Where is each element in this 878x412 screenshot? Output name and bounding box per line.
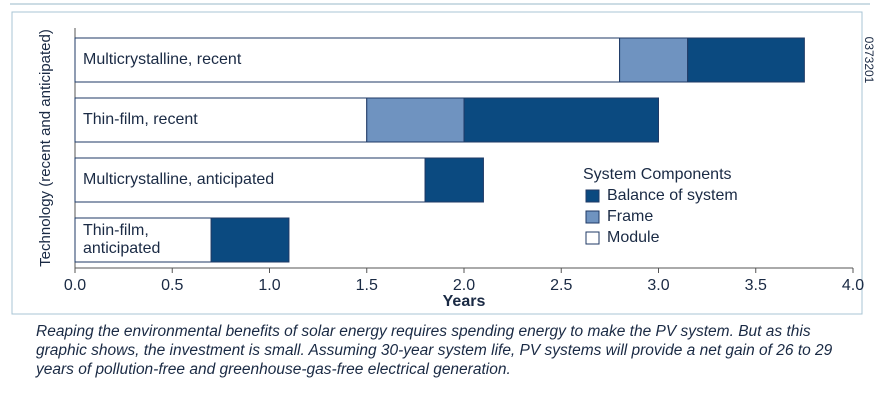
legend-swatch	[585, 210, 600, 224]
bar-segment	[74, 217, 212, 263]
frame	[11, 11, 863, 315]
category-label: Thin-film, recent	[83, 111, 198, 128]
legend-swatch	[585, 231, 600, 245]
bar-segment	[210, 217, 290, 263]
figure-id: 0373201	[862, 37, 876, 84]
x-axis-label: Years	[443, 293, 486, 310]
bar-segment	[687, 37, 805, 83]
bar-segment	[424, 157, 484, 203]
x-tick-label: 1.5	[356, 277, 378, 294]
x-tick-label: 1.0	[258, 277, 280, 294]
bar-segment	[74, 37, 621, 83]
bar-segment	[463, 97, 659, 143]
category-label: Multicrystalline, recent	[83, 51, 242, 68]
x-tick-label: 2.0	[453, 277, 475, 294]
x-tick-label: 0.0	[64, 277, 86, 294]
legend-label: Module	[607, 229, 660, 246]
bar-segment	[619, 37, 689, 83]
category-label: Multicrystalline, anticipated	[83, 171, 275, 188]
x-tick-label: 2.5	[550, 277, 572, 294]
legend-title: System Components	[583, 166, 732, 183]
bar-segment	[74, 157, 426, 203]
x-tick-label: 0.5	[161, 277, 183, 294]
legend-label: Frame	[607, 208, 653, 225]
caption: Reaping the environmental benefits of so…	[36, 323, 833, 378]
x-tick-label: 3.5	[745, 277, 767, 294]
bar-segment	[366, 97, 465, 143]
x-tick-label: 4.0	[842, 277, 864, 294]
bar-segment	[74, 97, 368, 143]
legend-label: Balance of system	[607, 187, 738, 204]
legend-swatch	[585, 189, 600, 203]
y-axis-label: Technology (recent and anticipated)	[37, 29, 54, 267]
category-label: Thin-film, anticipated	[83, 222, 161, 257]
x-tick-label: 3.0	[647, 277, 669, 294]
